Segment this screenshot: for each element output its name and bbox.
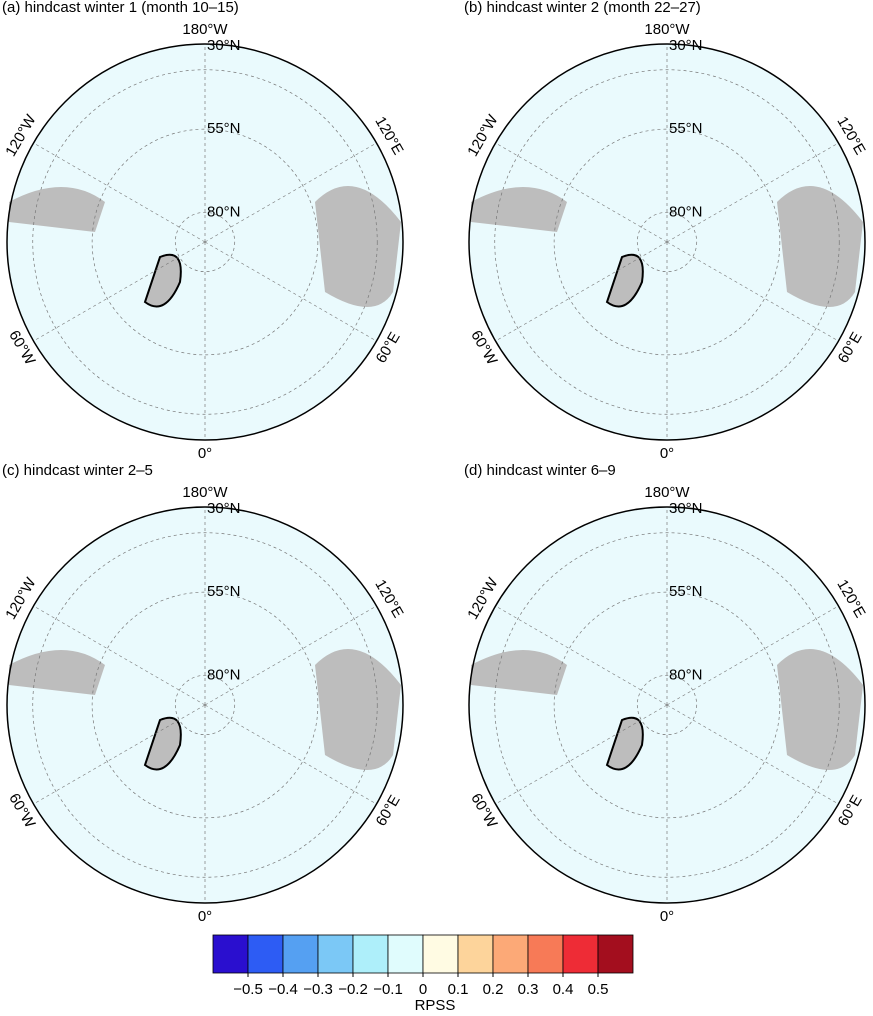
latitude-label: 80°N (207, 666, 241, 683)
colorbar-swatch (562, 934, 599, 974)
meridian (33, 241, 206, 342)
meridian (204, 605, 377, 706)
meridian (495, 241, 668, 342)
longitude-label: 0° (660, 908, 674, 925)
meridian (666, 241, 839, 342)
latitude-label: 80°N (669, 666, 703, 683)
colorbar-label: RPSS (415, 997, 456, 1014)
land-mask (9, 650, 105, 695)
polar-map: (b) hindcast winter 2 (month 22–27) 180°W… (464, 0, 869, 462)
greenland (143, 716, 182, 771)
land-mask (315, 649, 401, 770)
colorbar-swatch (457, 934, 494, 974)
latitude-label: 30°N (207, 37, 241, 54)
meridian (204, 241, 377, 342)
land-mask (315, 186, 401, 307)
colorbar-swatch (527, 934, 564, 974)
colorbar-tick-label: −0.3 (303, 981, 333, 998)
longitude-label: 180°W (182, 21, 228, 38)
colorbar-swatch (212, 934, 249, 974)
meridian (33, 605, 206, 706)
longitude-label: 180°W (182, 484, 228, 501)
longitude-label: 180°W (644, 21, 690, 38)
latitude-label: 55°N (207, 120, 241, 137)
latitude-circle (494, 532, 840, 878)
meridian (204, 142, 377, 243)
longitude-label: 0° (660, 445, 674, 462)
greenland (143, 253, 182, 308)
land-mask (9, 187, 105, 232)
latitude-circle (91, 128, 319, 356)
map-border (468, 43, 866, 441)
latitude-circle (553, 591, 781, 819)
meridian (495, 142, 668, 243)
latitude-circle (494, 69, 840, 415)
latitude-label: 80°N (207, 203, 241, 220)
colorbar-swatch (247, 934, 284, 974)
latitude-circle (32, 69, 378, 415)
panel-title: (b) hindcast winter 2 (month 22–27) (464, 0, 701, 16)
meridian (204, 704, 377, 805)
latitude-label: 55°N (669, 583, 703, 600)
meridian (666, 605, 839, 706)
land-mask (777, 649, 863, 770)
latitude-label: 80°N (669, 203, 703, 220)
colorbar-tick-label: −0.5 (233, 981, 263, 998)
panel-title: (a) hindcast winter 1 (month 10–15) (2, 0, 239, 16)
colorbar-tick-label: 0.3 (518, 981, 539, 998)
panel-title: (d) hindcast winter 6–9 (464, 462, 616, 479)
map-border (468, 506, 866, 904)
colorbar-swatch (317, 934, 354, 974)
colorbar-tick-label: −0.1 (373, 981, 403, 998)
latitude-circle (91, 591, 319, 819)
colorbar-tick-label: 0.1 (448, 981, 469, 998)
longitude-label: 0° (198, 908, 212, 925)
map-border (6, 506, 404, 904)
polar-map: (d) hindcast winter 6–9180°W120°E60°E0°6… (464, 462, 869, 925)
colorbar-swatch (597, 934, 634, 974)
greenland (605, 716, 644, 771)
polar-map: (c) hindcast winter 2–5180°W120°E60°E0°6… (2, 462, 407, 925)
latitude-label: 30°N (669, 37, 703, 54)
meridian (666, 142, 839, 243)
latitude-circle (636, 211, 698, 273)
panel-title: (c) hindcast winter 2–5 (2, 462, 153, 479)
colorbar-swatch (387, 934, 424, 974)
latitude-label: 30°N (669, 500, 703, 517)
latitude-circle (636, 674, 698, 736)
latitude-label: 55°N (669, 120, 703, 137)
colorbar-tick-label: 0.5 (588, 981, 609, 998)
land-mask (471, 187, 567, 232)
colorbar-tick-label: 0 (419, 981, 427, 998)
polar-map: (a) hindcast winter 1 (month 10–15) 180°W… (2, 0, 407, 462)
meridian (495, 704, 668, 805)
latitude-circle (174, 674, 236, 736)
longitude-label: 180°W (644, 484, 690, 501)
map-border (6, 43, 404, 441)
latitude-label: 55°N (207, 583, 241, 600)
colorbar-swatch (422, 934, 459, 974)
meridian (33, 142, 206, 243)
land-mask (471, 650, 567, 695)
colorbar-tick-label: −0.4 (268, 981, 298, 998)
longitude-label: 0° (198, 445, 212, 462)
meridian (495, 605, 668, 706)
latitude-circle (32, 532, 378, 878)
latitude-circle (553, 128, 781, 356)
colorbar-swatch (282, 934, 319, 974)
latitude-circle (174, 211, 236, 273)
colorbar-tick-label: −0.2 (338, 981, 368, 998)
colorbar-tick-label: 0.4 (553, 981, 574, 998)
latitude-label: 30°N (207, 500, 241, 517)
colorbar-swatch (492, 934, 529, 974)
colorbar-swatch (352, 934, 389, 974)
meridian (666, 704, 839, 805)
colorbar-tick-label: 0.2 (483, 981, 504, 998)
meridian (33, 704, 206, 805)
greenland (605, 253, 644, 308)
land-mask (777, 186, 863, 307)
